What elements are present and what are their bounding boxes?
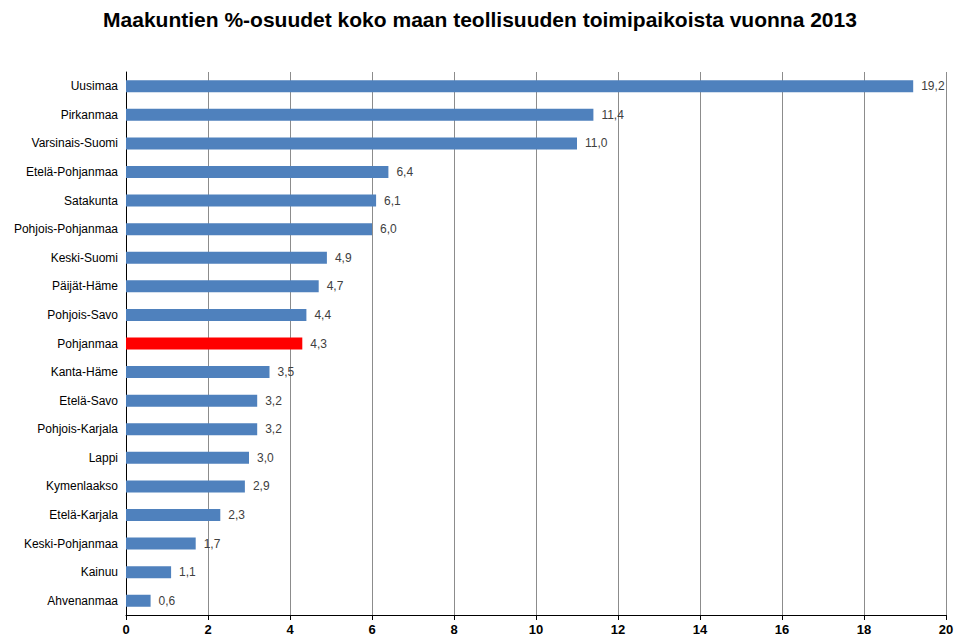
svg-text:3,0: 3,0 (257, 451, 274, 465)
svg-text:4,9: 4,9 (335, 251, 352, 265)
svg-text:Pohjois-Karjala: Pohjois-Karjala (37, 422, 118, 436)
svg-text:Pohjois-Pohjanmaa: Pohjois-Pohjanmaa (14, 222, 118, 236)
svg-text:Lappi: Lappi (89, 451, 118, 465)
svg-text:Keski-Pohjanmaa: Keski-Pohjanmaa (24, 537, 118, 551)
svg-text:3,2: 3,2 (265, 422, 282, 436)
svg-text:Etelä-Savo: Etelä-Savo (59, 394, 118, 408)
svg-text:Uusimaa: Uusimaa (71, 79, 119, 93)
svg-text:19,2: 19,2 (921, 79, 945, 93)
svg-text:Satakunta: Satakunta (64, 194, 118, 208)
svg-text:10: 10 (529, 622, 543, 637)
svg-text:Etelä-Pohjanmaa: Etelä-Pohjanmaa (26, 165, 118, 179)
svg-text:2: 2 (204, 622, 211, 637)
svg-text:6,1: 6,1 (384, 194, 401, 208)
svg-text:Varsinais-Suomi: Varsinais-Suomi (32, 136, 118, 150)
svg-text:3,2: 3,2 (265, 394, 282, 408)
svg-text:Päijät-Häme: Päijät-Häme (52, 279, 118, 293)
svg-text:6,4: 6,4 (396, 165, 413, 179)
svg-text:8: 8 (450, 622, 457, 637)
svg-text:12: 12 (611, 622, 625, 637)
svg-text:0,6: 0,6 (159, 594, 176, 608)
svg-text:11,4: 11,4 (601, 108, 624, 122)
svg-text:11,0: 11,0 (585, 136, 608, 150)
svg-text:1,7: 1,7 (204, 537, 221, 551)
svg-text:Kymenlaakso: Kymenlaakso (46, 479, 118, 493)
svg-text:2,3: 2,3 (228, 508, 245, 522)
svg-text:Maakuntien %-osuudet koko maan: Maakuntien %-osuudet koko maan teollisuu… (103, 8, 857, 31)
svg-text:4,4: 4,4 (314, 308, 331, 322)
svg-text:2,9: 2,9 (253, 479, 270, 493)
svg-text:14: 14 (693, 622, 708, 637)
svg-text:Kainuu: Kainuu (81, 565, 118, 579)
svg-text:4,7: 4,7 (327, 279, 344, 293)
svg-text:4,3: 4,3 (310, 337, 327, 351)
svg-text:Kanta-Häme: Kanta-Häme (51, 365, 119, 379)
svg-text:4: 4 (286, 622, 294, 637)
svg-text:1,1: 1,1 (179, 565, 196, 579)
svg-text:0: 0 (122, 622, 129, 637)
svg-text:Pohjois-Savo: Pohjois-Savo (47, 308, 118, 322)
svg-text:3,5: 3,5 (278, 365, 295, 379)
svg-text:6: 6 (368, 622, 375, 637)
svg-text:20: 20 (939, 622, 953, 637)
svg-text:Keski-Suomi: Keski-Suomi (51, 251, 118, 265)
svg-text:Etelä-Karjala: Etelä-Karjala (49, 508, 118, 522)
svg-text:Ahvenanmaa: Ahvenanmaa (47, 594, 118, 608)
svg-text:Pohjanmaa: Pohjanmaa (57, 337, 118, 351)
svg-text:18: 18 (857, 622, 871, 637)
svg-text:16: 16 (775, 622, 789, 637)
svg-text:Pirkanmaa: Pirkanmaa (61, 108, 119, 122)
svg-text:6,0: 6,0 (380, 222, 397, 236)
